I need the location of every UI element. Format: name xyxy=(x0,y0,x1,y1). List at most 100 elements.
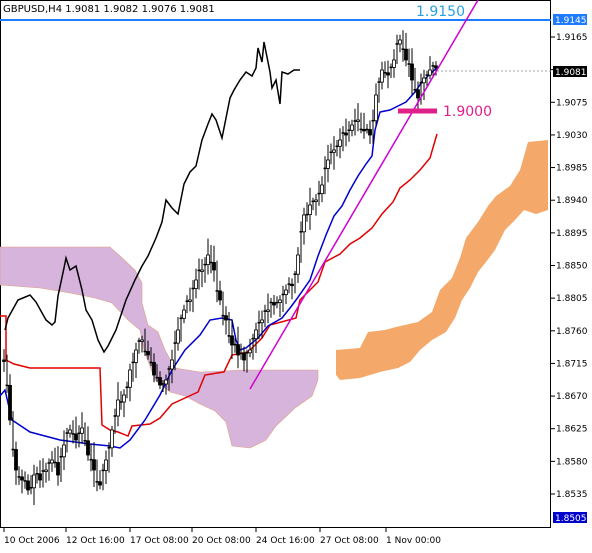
candle-body xyxy=(260,319,264,324)
candle-body xyxy=(296,254,300,275)
trend-line[interactable] xyxy=(249,0,479,390)
candle-body xyxy=(200,269,204,272)
price-axis: 1.91651.91201.90751.90301.89851.89401.88… xyxy=(551,33,588,500)
time-tick-label: 24 Oct 16:00 xyxy=(256,536,315,546)
candle-body xyxy=(404,48,408,61)
price-tick-label: 1.8535 xyxy=(556,490,588,500)
candle-body xyxy=(344,132,348,136)
kijun-line xyxy=(0,133,438,437)
candle-body xyxy=(92,459,96,471)
resistance-price-label: 1.9145 xyxy=(555,16,587,26)
price-tick-label: 1.8670 xyxy=(556,392,588,402)
candle-body xyxy=(68,429,72,434)
candle-body xyxy=(368,129,372,136)
price-tick-label: 1.8715 xyxy=(556,359,588,369)
candle-body xyxy=(374,94,378,122)
candle-body xyxy=(302,214,306,233)
candle-body xyxy=(398,39,402,45)
candle-body xyxy=(320,184,324,195)
candle-body xyxy=(122,394,126,403)
candle-body xyxy=(266,309,270,312)
candle-body xyxy=(380,69,384,83)
bearish-cloud xyxy=(0,246,319,449)
candle-body xyxy=(206,254,210,266)
time-tick-label: 12 Oct 16:00 xyxy=(66,536,125,546)
candle-body xyxy=(86,440,90,456)
candle-body xyxy=(242,352,246,361)
time-tick-label: 10 Oct 2006 xyxy=(4,536,60,546)
candle-body xyxy=(170,359,174,370)
candle-body xyxy=(434,65,438,69)
candle-body xyxy=(74,433,78,441)
annotation-1-9000: 1.9000 xyxy=(443,104,492,120)
candle-body xyxy=(104,459,108,471)
candle-body xyxy=(272,302,276,306)
time-tick-label: 1 Nov 00:00 xyxy=(386,536,441,546)
candle-body xyxy=(290,283,294,287)
candle-body xyxy=(110,429,114,449)
candle-body xyxy=(362,128,366,132)
price-tick-label: 1.9075 xyxy=(556,98,588,108)
price-tick-label: 1.8805 xyxy=(556,294,588,304)
candle-body xyxy=(80,427,84,434)
time-tick-label: 20 Oct 08:00 xyxy=(192,536,251,546)
candle-body xyxy=(44,469,48,472)
candle-body xyxy=(182,309,186,319)
price-tick-label: 1.8940 xyxy=(556,196,588,206)
candle-body xyxy=(50,459,54,464)
price-tick-label: 1.8895 xyxy=(556,229,588,239)
candle-body xyxy=(152,361,156,376)
candle-body xyxy=(308,204,312,216)
price-bars xyxy=(2,30,551,506)
candle-body xyxy=(332,149,336,153)
current-price-label: 1.9081 xyxy=(555,68,587,78)
candle-body xyxy=(98,481,102,486)
candle-body xyxy=(278,299,282,303)
candle-body xyxy=(146,351,150,356)
candle-body xyxy=(326,159,330,169)
price-tick-label: 1.8850 xyxy=(556,262,588,272)
bottom-price-label: 1.8505 xyxy=(555,514,587,524)
current-price-box: 1.9081 xyxy=(553,66,587,78)
candle-body xyxy=(248,349,252,354)
candle-body xyxy=(164,379,168,385)
time-tick-label: 27 Oct 08:00 xyxy=(320,536,379,546)
candle-body xyxy=(188,299,192,302)
candle-body xyxy=(56,462,60,476)
price-tick-label: 1.8580 xyxy=(556,457,588,467)
resistance-price-box: 1.9145 xyxy=(553,14,587,26)
candle-body xyxy=(38,473,42,481)
candle-body xyxy=(116,399,120,417)
ichimoku-cloud xyxy=(0,140,548,449)
symbol-info: GBPUSD,H4 1.9081 1.9082 1.9076 1.9081 xyxy=(3,4,215,15)
candle-body xyxy=(386,72,390,76)
candle-body xyxy=(224,315,228,321)
candle-body xyxy=(254,329,258,340)
price-tick-label: 1.8760 xyxy=(556,327,588,337)
chikou-line xyxy=(4,41,300,354)
bottom-price-box: 1.8505 xyxy=(553,512,587,524)
candle-body xyxy=(212,262,216,271)
candle-body xyxy=(128,369,132,388)
tenkan-line xyxy=(0,67,438,449)
candle-body xyxy=(194,279,198,289)
candle-body xyxy=(314,199,318,202)
bullish-cloud xyxy=(336,140,548,380)
price-tick-label: 1.9165 xyxy=(556,33,588,43)
candle-body xyxy=(140,339,144,342)
candle-body xyxy=(20,476,24,481)
candle-body xyxy=(230,335,234,346)
candle-body xyxy=(176,329,180,344)
candle-body xyxy=(428,69,432,76)
candle-body xyxy=(410,63,414,81)
candle-body xyxy=(350,124,354,131)
time-axis: 10 Oct 2006 12 Oct 16:00 17 Oct 08:00 20 Oc… xyxy=(3,528,441,546)
time-tick-label: 17 Oct 08:00 xyxy=(130,536,189,546)
indicator-lines xyxy=(0,41,438,449)
candle-body xyxy=(218,290,222,301)
candle-body xyxy=(8,384,12,421)
candle-body xyxy=(2,359,6,362)
price-tick-label: 1.9030 xyxy=(556,131,588,141)
